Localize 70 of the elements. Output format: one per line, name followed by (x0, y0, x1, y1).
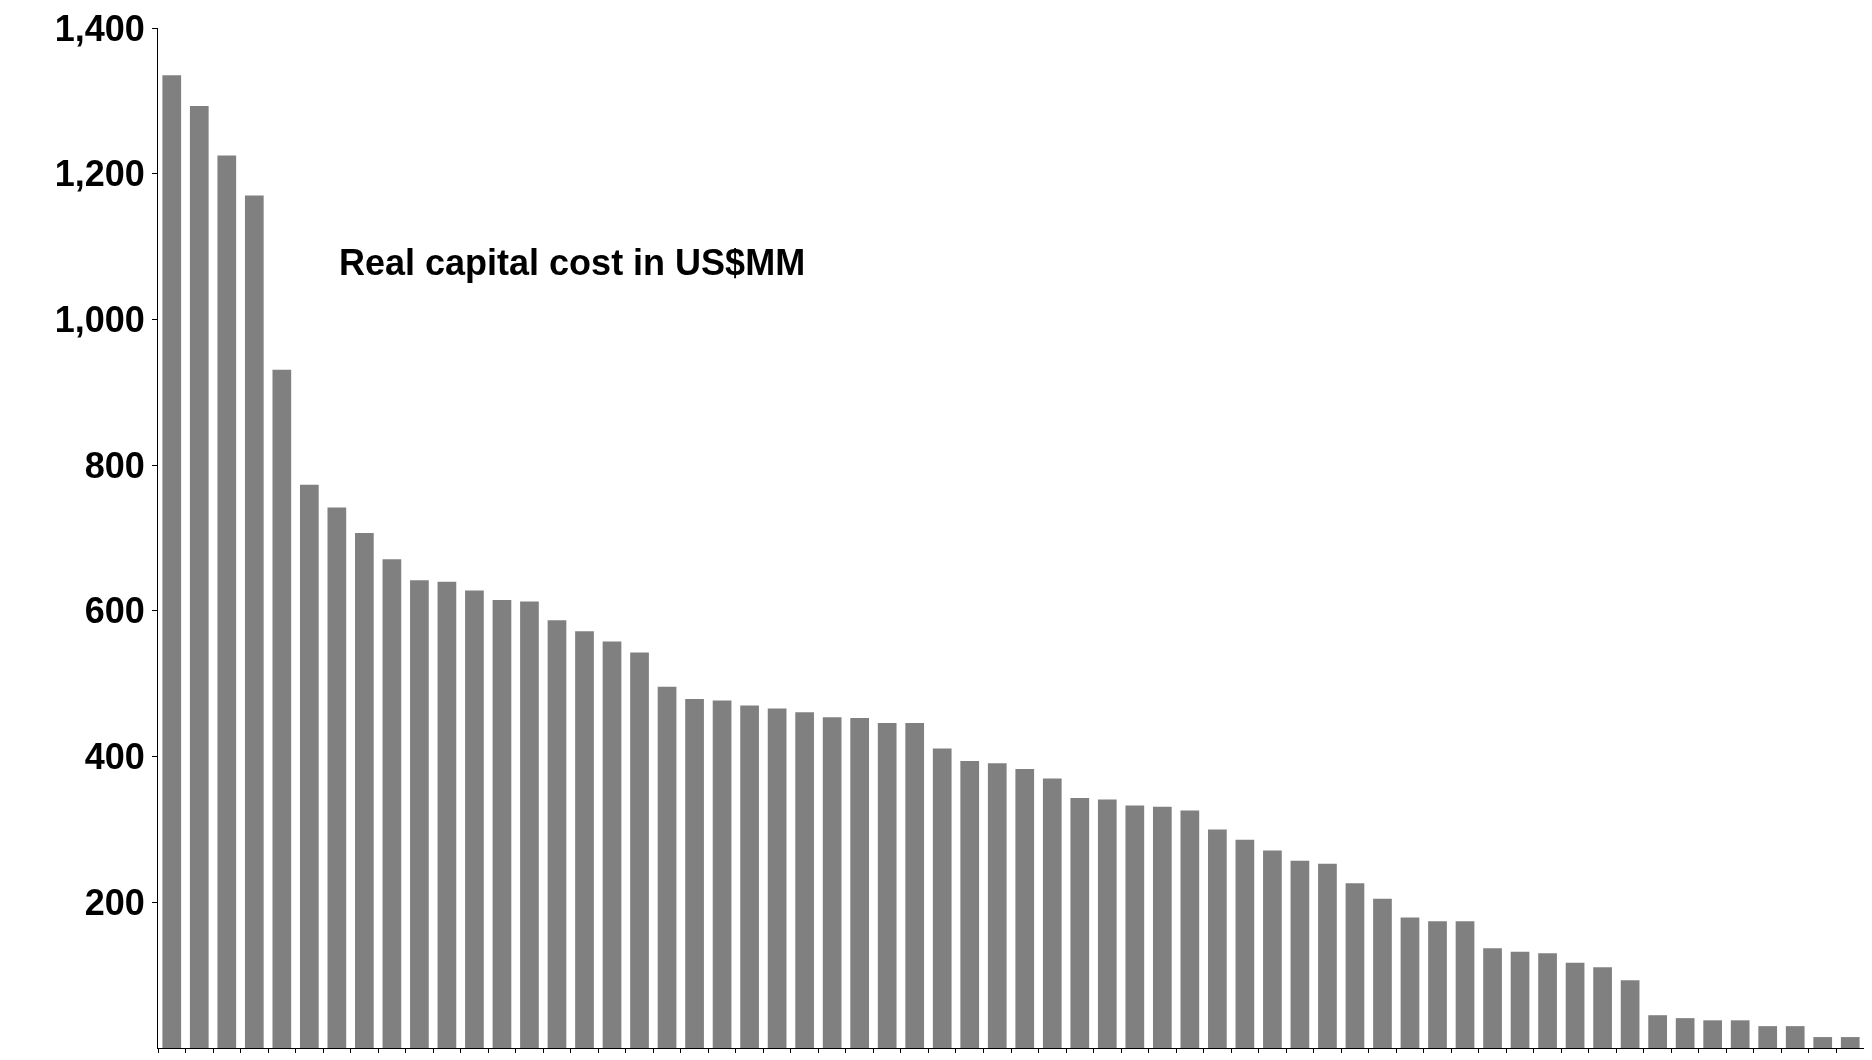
bar (1510, 951, 1530, 1048)
bar (1015, 768, 1035, 1048)
bar (162, 75, 182, 1048)
bar (850, 717, 870, 1048)
bar (1455, 921, 1475, 1048)
bar (547, 620, 567, 1048)
bar (575, 631, 594, 1048)
bar (657, 686, 677, 1048)
bar (492, 599, 512, 1048)
bar (1400, 917, 1420, 1048)
bar (1620, 980, 1640, 1048)
y-tick-label: 200 (84, 881, 145, 923)
y-tick-label: 400 (84, 736, 145, 778)
bar (1703, 1020, 1723, 1048)
bar (767, 708, 787, 1048)
bar (712, 700, 732, 1048)
bar (327, 507, 347, 1048)
y-tick-label: 600 (84, 590, 145, 632)
bar (822, 717, 842, 1048)
bar (1593, 967, 1612, 1048)
bar (1785, 1026, 1805, 1048)
bar (299, 484, 319, 1048)
bar (685, 699, 704, 1048)
bar (1538, 953, 1557, 1048)
bar (1840, 1037, 1860, 1048)
bar (1565, 962, 1585, 1048)
bar (272, 369, 292, 1048)
bar (960, 760, 980, 1048)
bar (740, 705, 759, 1048)
bar (1318, 863, 1337, 1048)
bar (1675, 1018, 1695, 1048)
bar (1152, 806, 1172, 1048)
bar (382, 559, 402, 1048)
bar (1483, 948, 1502, 1048)
bar (630, 652, 649, 1048)
bar (1070, 798, 1090, 1048)
bar (355, 532, 374, 1048)
bar (1235, 839, 1255, 1048)
annotation: Real capital cost in US$MM (339, 242, 806, 283)
bar (1373, 898, 1392, 1048)
bar (932, 748, 952, 1048)
bar (1730, 1020, 1750, 1048)
bar (217, 155, 237, 1048)
bar (1758, 1026, 1778, 1048)
bar (1125, 805, 1145, 1048)
y-tick-label: 1,200 (54, 153, 145, 195)
y-tick-label: 1,400 (54, 7, 145, 49)
bar (1648, 1015, 1667, 1048)
bar (1290, 860, 1310, 1048)
bar (877, 723, 897, 1048)
bar (987, 763, 1007, 1048)
bar (189, 105, 209, 1048)
bar (465, 590, 484, 1048)
bar (1180, 810, 1200, 1048)
bar (1813, 1037, 1833, 1048)
y-tick-label: 1,000 (54, 299, 145, 341)
bar (1042, 778, 1062, 1048)
bar (795, 712, 814, 1048)
bar (1345, 883, 1365, 1048)
bar (602, 641, 622, 1048)
bar (905, 723, 925, 1048)
bar (520, 601, 539, 1048)
bar (1097, 799, 1117, 1048)
bar (1208, 829, 1227, 1048)
bar (244, 195, 264, 1048)
bar (437, 581, 457, 1048)
bar (410, 580, 429, 1048)
bar (1263, 850, 1282, 1048)
bar (1428, 921, 1447, 1048)
y-tick-label: 800 (84, 444, 145, 486)
